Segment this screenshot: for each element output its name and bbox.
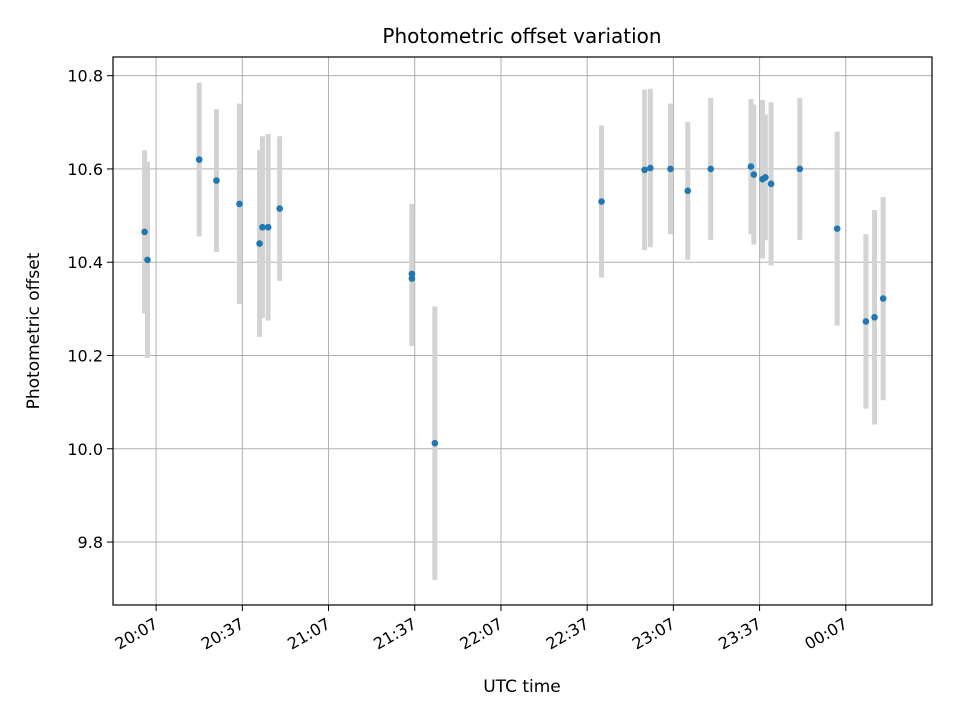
data-point (667, 165, 674, 173)
data-point (750, 171, 758, 178)
data-point (408, 275, 416, 282)
data-point (747, 163, 755, 170)
y-tick-label: 9.8 (78, 533, 103, 552)
data-point (598, 198, 605, 205)
plot-frame (112, 56, 933, 606)
data-point (647, 164, 654, 172)
y-axis-label: Photometric offset (24, 252, 44, 409)
data-point (684, 187, 692, 195)
data-point (264, 223, 272, 231)
data-point (862, 318, 870, 325)
data-point (767, 180, 775, 188)
data-point (236, 200, 243, 208)
data-point (213, 177, 220, 184)
data-point (408, 270, 416, 278)
data-point (195, 156, 203, 163)
data-point (796, 165, 804, 173)
data-point (259, 223, 266, 231)
y-tick-label: 10.6 (67, 160, 103, 179)
data-points (141, 156, 887, 447)
y-tick-label: 10.4 (67, 253, 103, 272)
y-tick-label: 10.0 (67, 440, 103, 459)
chart-title: Photometric offset variation (382, 24, 661, 48)
data-point (879, 295, 887, 302)
data-point (141, 228, 148, 236)
data-point (431, 439, 439, 447)
data-point (707, 165, 715, 173)
data-point (144, 256, 151, 264)
data-point (871, 313, 878, 321)
data-point (833, 225, 841, 232)
data-point (641, 166, 648, 174)
data-point (256, 240, 263, 247)
y-tick-label: 10.8 (67, 67, 103, 86)
y-tick-label: 10.2 (67, 346, 103, 365)
y-axis-ticks: 9.8 10.0 10.2 10.4 10.6 10.8 (67, 67, 113, 552)
data-point (276, 205, 283, 212)
x-axis-label: UTC time (483, 677, 561, 697)
data-point (762, 174, 769, 181)
grid-lines (113, 57, 932, 605)
